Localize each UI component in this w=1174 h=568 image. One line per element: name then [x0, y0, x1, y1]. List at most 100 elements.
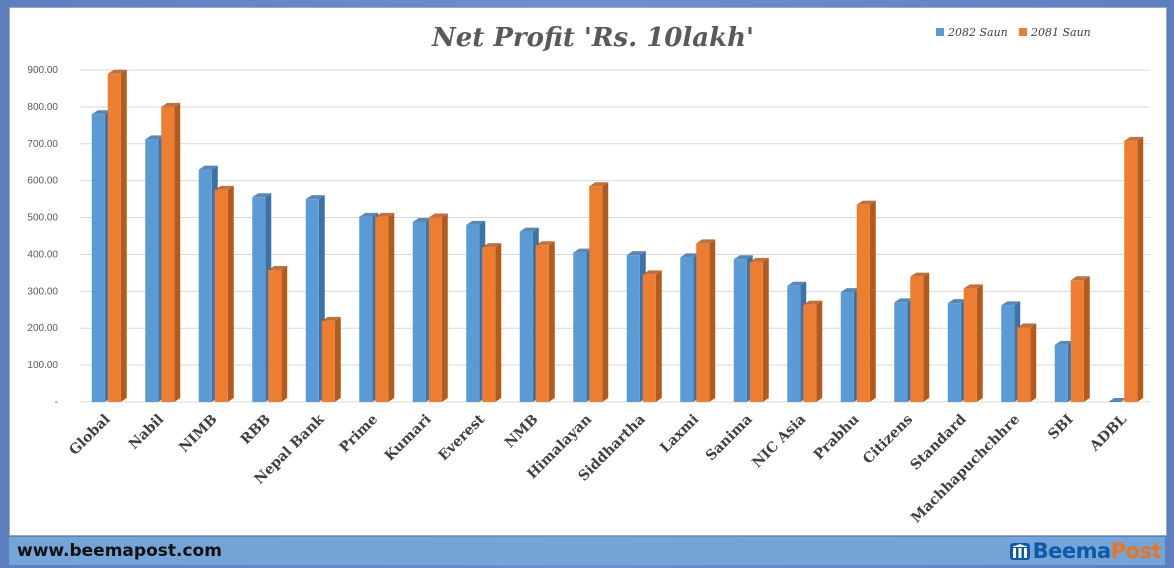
bar-side	[602, 182, 609, 402]
bar-top	[963, 284, 983, 289]
bar-front	[787, 285, 801, 402]
bar-2081	[321, 316, 341, 402]
logo-text-post: Post	[1110, 539, 1162, 563]
bar-top	[626, 251, 646, 256]
bar-2082	[1108, 398, 1128, 402]
bar-front	[145, 139, 159, 402]
bar-front	[535, 245, 549, 402]
bar-top	[161, 102, 181, 107]
bar-side	[281, 265, 288, 402]
bar-top	[198, 165, 218, 170]
x-tick-label: ADBL	[1086, 411, 1130, 455]
bar-top	[252, 193, 272, 198]
bar-top	[1108, 398, 1128, 402]
bar-front	[428, 217, 442, 402]
bar-front	[947, 303, 961, 402]
bar-front	[359, 216, 373, 402]
bar-front	[733, 259, 747, 402]
bar-top	[214, 185, 234, 190]
x-tick-label: Prabhu	[811, 412, 863, 464]
bar-2081	[589, 182, 609, 402]
bar-top	[321, 316, 341, 321]
bar-top	[642, 270, 662, 275]
bar-front	[856, 204, 870, 402]
x-tick-label: NIC Asia	[749, 412, 809, 472]
bar-front	[894, 302, 908, 402]
bar-top	[573, 248, 593, 253]
bar-top	[428, 213, 448, 218]
bar-top	[466, 220, 486, 225]
bar-top	[482, 243, 502, 248]
bar-top	[145, 135, 165, 140]
bar-side	[174, 102, 181, 402]
bar-top	[680, 253, 700, 258]
bar-front	[198, 169, 212, 402]
bar-front	[161, 106, 175, 402]
bar-top	[787, 281, 807, 286]
bar-front	[642, 274, 656, 402]
bar-side	[120, 69, 127, 402]
x-tick-label: Citizens	[860, 411, 916, 467]
bar-top	[910, 272, 930, 277]
bar-2081	[482, 243, 502, 402]
bar-front	[626, 255, 640, 402]
bar-side	[923, 272, 930, 402]
y-tick-label: -	[55, 397, 58, 408]
x-tick-label: Laxmi	[657, 412, 702, 457]
bar-front	[91, 114, 105, 403]
bar-front	[252, 197, 266, 402]
bar-2081	[749, 257, 769, 402]
bar-front	[412, 221, 426, 402]
website-url[interactable]: www.beemapost.com	[17, 541, 222, 561]
x-tick-label: NMB	[502, 411, 542, 451]
legend-label-2082: 2082 Saun	[947, 26, 1008, 39]
bar-top	[1054, 340, 1074, 345]
bar-2081	[1070, 276, 1090, 402]
y-tick-label: 500.00	[27, 213, 58, 224]
bar-front	[910, 276, 924, 402]
bar-front	[466, 224, 480, 402]
bar-front	[803, 304, 817, 402]
bar-side	[548, 241, 555, 402]
bar-top	[696, 239, 716, 244]
bar-2081	[161, 102, 181, 402]
y-tick-label: 400.00	[27, 249, 58, 260]
bar-front	[375, 216, 389, 402]
bar-top	[749, 257, 769, 262]
y-tick-label: 600.00	[27, 176, 58, 187]
x-tick-label: SBI	[1045, 412, 1076, 443]
beemapost-logo[interactable]: Beema Post	[1009, 538, 1162, 564]
legend-swatch-2081	[1019, 28, 1027, 36]
bar-2081	[428, 213, 448, 402]
bar-front	[519, 231, 533, 402]
bar-top	[947, 299, 967, 304]
bar-top	[1124, 136, 1144, 141]
bar-front	[749, 261, 763, 402]
bar-side	[655, 270, 662, 402]
bar-side	[1083, 276, 1090, 402]
y-tick-label: 200.00	[27, 323, 58, 334]
bar-top	[1001, 301, 1021, 306]
bar-side	[709, 239, 716, 402]
bar-top	[840, 288, 860, 293]
bar-2081	[107, 69, 127, 402]
footer-bar: www.beemapost.com Beema Post	[9, 537, 1165, 565]
bar-top	[305, 195, 325, 200]
bar-top	[589, 182, 609, 187]
legend: 2082 Saun 2081 Saun	[936, 26, 1091, 39]
bar-2081	[375, 212, 395, 402]
bar-top	[535, 241, 555, 246]
bar-front	[305, 199, 319, 402]
bar-2081	[1124, 136, 1144, 402]
bar-front	[963, 288, 977, 402]
bar-front	[589, 186, 603, 402]
y-tick-label: 900.00	[27, 65, 58, 76]
bar-2081	[803, 300, 823, 402]
bar-top	[733, 255, 753, 260]
bar-top	[894, 298, 914, 303]
chart-frame: - 100.00 200.00 300.00 400.00 500.00 600.00 700…	[9, 7, 1167, 536]
bar-front	[107, 73, 121, 402]
bar-front	[321, 320, 335, 402]
bar-front	[214, 189, 228, 402]
